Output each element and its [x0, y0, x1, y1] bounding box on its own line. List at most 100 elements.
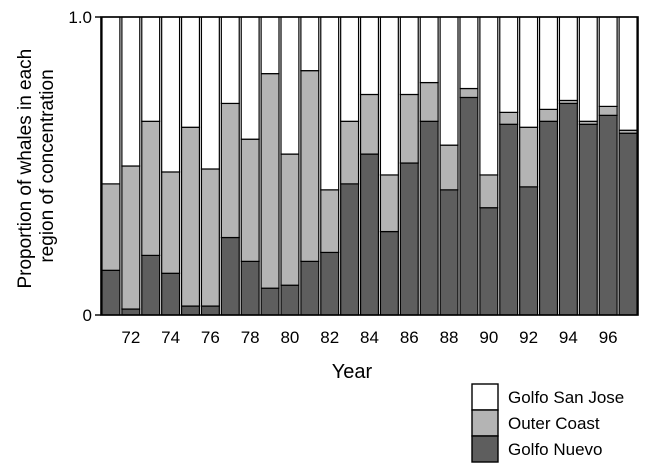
bars — [101, 16, 638, 316]
bar-outer-coast-1977 — [220, 102, 240, 239]
x-tick-label: 78 — [241, 328, 260, 347]
bar-golfo-nuevo-1996 — [598, 114, 618, 316]
plot-frame — [100, 16, 639, 316]
bar-golfo-san-jose-1984 — [359, 16, 380, 96]
bar-golfo-san-jose-1989 — [459, 16, 479, 90]
bar-golfo-nuevo-1997 — [618, 132, 638, 316]
bar-outer-coast-1988 — [439, 144, 459, 191]
bar-golfo-nuevo-1993 — [538, 120, 559, 316]
bar-golfo-san-jose-1980 — [280, 16, 300, 155]
bar-outer-coast-1996 — [598, 105, 618, 116]
bar-outer-coast-1976 — [200, 168, 220, 307]
bar-golfo-nuevo-1994 — [558, 102, 578, 316]
bar-golfo-nuevo-1977 — [220, 236, 240, 316]
bar-golfo-san-jose-1981 — [300, 16, 320, 72]
bar-outer-coast-1973 — [141, 120, 161, 257]
y-tick-label: 0 — [83, 306, 92, 325]
bar-outer-coast-1972 — [121, 165, 141, 310]
bar-golfo-san-jose-1990 — [479, 16, 499, 176]
bar-golfo-san-jose-1979 — [260, 16, 280, 75]
x-tick-label: 88 — [440, 328, 459, 347]
bar-outer-coast-1983 — [340, 120, 360, 185]
legend-label-outer-coast: Outer Coast — [508, 414, 600, 433]
x-tick-label: 94 — [559, 328, 578, 347]
bar-outer-coast-1974 — [161, 171, 181, 274]
bar-outer-coast-1984 — [359, 93, 380, 155]
bar-golfo-nuevo-1995 — [578, 123, 598, 316]
legend: Golfo San Jose Outer Coast Golfo Nuevo — [471, 383, 624, 463]
bar-golfo-san-jose-1982 — [320, 16, 340, 191]
x-tick-label: 82 — [320, 328, 339, 347]
bar-golfo-nuevo-1981 — [300, 260, 320, 316]
bar-golfo-nuevo-1980 — [280, 284, 300, 316]
bar-golfo-nuevo-1985 — [379, 230, 399, 316]
x-tick-label: 92 — [519, 328, 538, 347]
bar-golfo-nuevo-1982 — [320, 251, 340, 316]
bar-golfo-nuevo-1972 — [121, 308, 141, 316]
x-axis: 72 74 76 78 80 82 84 86 88 90 92 94 96 — [121, 328, 617, 347]
bar-outer-coast-1989 — [459, 87, 479, 99]
y-tick-label: 1.0 — [68, 8, 92, 27]
bar-outer-coast-1990 — [479, 174, 499, 209]
bar-golfo-san-jose-1997 — [618, 16, 638, 131]
legend-swatch-golfo-nuevo — [471, 435, 499, 463]
bar-outer-coast-1980 — [280, 153, 300, 286]
bar-golfo-san-jose-1986 — [399, 16, 419, 96]
bar-golfo-san-jose-1977 — [220, 16, 240, 105]
legend-swatch-outer-coast — [471, 409, 499, 437]
bar-golfo-san-jose-1993 — [538, 16, 559, 110]
x-tick-label: 74 — [161, 328, 180, 347]
bar-golfo-nuevo-1978 — [240, 260, 260, 316]
bar-golfo-nuevo-1992 — [519, 186, 539, 316]
x-tick-label: 76 — [201, 328, 220, 347]
bar-golfo-san-jose-1985 — [379, 16, 399, 176]
bar-golfo-san-jose-1976 — [200, 16, 220, 170]
bar-golfo-san-jose-1975 — [180, 16, 201, 128]
bar-outer-coast-1991 — [499, 111, 519, 125]
bar-golfo-nuevo-1991 — [499, 123, 519, 316]
bar-golfo-san-jose-1972 — [121, 16, 141, 167]
x-tick-label: 80 — [280, 328, 299, 347]
bar-outer-coast-1985 — [379, 174, 399, 233]
bar-golfo-san-jose-1994 — [558, 16, 578, 102]
bar-outer-coast-1979 — [260, 73, 280, 289]
bar-golfo-nuevo-1990 — [479, 207, 499, 316]
x-tick-label: 72 — [121, 328, 140, 347]
bar-golfo-nuevo-1987 — [419, 120, 439, 316]
bar-outer-coast-1982 — [320, 189, 340, 254]
x-tick-label: 96 — [599, 328, 618, 347]
bar-golfo-san-jose-1988 — [439, 16, 459, 146]
y-axis-label-line-2: region of concentration — [37, 69, 58, 262]
x-tick-label: 86 — [400, 328, 419, 347]
bar-golfo-nuevo-1983 — [340, 183, 360, 316]
y-axis-label-line-1: Proportion of whales in each — [15, 49, 36, 289]
bar-golfo-nuevo-1989 — [459, 96, 479, 316]
bar-outer-coast-1971 — [101, 183, 121, 271]
bar-golfo-san-jose-1971 — [101, 16, 121, 185]
bar-outer-coast-1986 — [399, 93, 419, 164]
bar-golfo-san-jose-1974 — [161, 16, 181, 173]
bar-outer-coast-1978 — [240, 138, 260, 262]
bar-golfo-nuevo-1974 — [161, 272, 181, 316]
bar-outer-coast-1993 — [538, 108, 559, 122]
y-axis: 01.0 — [68, 8, 101, 325]
bar-outer-coast-1992 — [519, 126, 539, 188]
bar-outer-coast-1987 — [419, 81, 439, 122]
bar-golfo-san-jose-1983 — [340, 16, 360, 122]
bar-golfo-nuevo-1976 — [200, 305, 220, 316]
legend-label-golfo-nuevo: Golfo Nuevo — [508, 440, 603, 459]
bar-golfo-nuevo-1979 — [260, 287, 280, 316]
legend-swatch-golfo-san-jose — [471, 383, 499, 411]
bar-golfo-san-jose-1992 — [519, 16, 539, 128]
bar-golfo-nuevo-1984 — [359, 153, 380, 316]
bar-golfo-san-jose-1987 — [419, 16, 439, 84]
bar-golfo-nuevo-1988 — [439, 189, 459, 316]
x-axis-label: Year — [332, 361, 373, 383]
bar-outer-coast-1981 — [300, 70, 320, 262]
bar-golfo-san-jose-1978 — [240, 16, 260, 140]
bar-golfo-nuevo-1971 — [101, 269, 121, 316]
bar-outer-coast-1975 — [180, 126, 201, 307]
bar-golfo-nuevo-1986 — [399, 162, 419, 316]
x-tick-label: 90 — [479, 328, 498, 347]
